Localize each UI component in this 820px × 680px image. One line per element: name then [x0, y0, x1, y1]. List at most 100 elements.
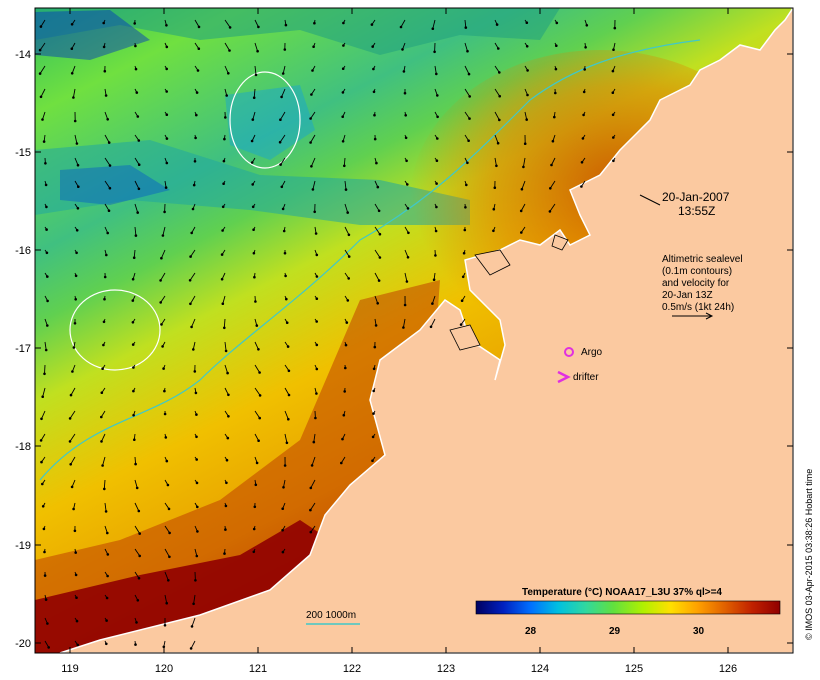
velocity-arrowhead	[131, 343, 135, 346]
velocity-arrowhead	[431, 27, 435, 31]
velocity-arrowhead	[283, 251, 287, 255]
velocity-arrow	[74, 134, 78, 144]
velocity-arrowhead	[498, 94, 502, 98]
velocity-arrowhead	[100, 391, 104, 395]
velocity-arrowhead	[309, 486, 313, 490]
velocity-arrowhead	[103, 275, 107, 279]
velocity-arrowhead	[162, 367, 165, 370]
velocity-arrowhead	[192, 602, 195, 606]
velocity-arrow	[344, 226, 350, 236]
velocity-arrowhead	[403, 303, 407, 307]
velocity-arrowhead	[375, 161, 378, 165]
velocity-arrowhead	[526, 69, 529, 72]
velocity-arrow	[134, 548, 141, 557]
velocity-arrowhead	[378, 256, 382, 259]
velocity-arrowhead	[163, 389, 166, 393]
velocity-arrowhead	[257, 25, 260, 29]
velocity-arrowhead	[103, 487, 106, 491]
velocity-arrowhead	[43, 372, 46, 376]
velocity-arrowhead	[69, 393, 73, 397]
velocity-arrow	[104, 180, 111, 189]
velocity-arrowhead	[343, 390, 347, 393]
velocity-arrow	[103, 479, 106, 489]
velocity-arrowhead	[134, 44, 137, 48]
longitude-tick-label: 123	[437, 663, 455, 675]
velocity-arrowhead	[435, 72, 438, 76]
velocity-arrow	[134, 226, 137, 236]
velocity-arrowhead	[407, 231, 410, 235]
velocity-arrowhead	[76, 163, 80, 167]
velocity-arrow	[549, 180, 556, 189]
velocity-arrowhead	[404, 136, 408, 140]
velocity-arrow	[254, 364, 260, 373]
velocity-arrow	[254, 42, 259, 52]
velocity-arrowhead	[226, 436, 230, 440]
velocity-arrow	[190, 640, 196, 649]
velocity-arrow	[464, 88, 471, 97]
velocity-arrowhead	[195, 481, 199, 485]
velocity-arrow	[310, 134, 316, 143]
velocity-arrowhead	[313, 210, 317, 214]
velocity-arrowhead	[252, 228, 255, 231]
velocity-arrowhead	[77, 185, 80, 188]
velocity-arrowhead	[287, 393, 291, 397]
velocity-arrowhead	[279, 163, 282, 166]
velocity-arrow	[252, 111, 256, 120]
velocity-arrowhead	[195, 413, 198, 416]
velocity-arrowhead	[72, 96, 75, 99]
velocity-arrowhead	[167, 507, 171, 511]
latitude-axis: -14 -15 -16 -17 -18 -19 -20	[15, 49, 793, 650]
velocity-arrowhead	[315, 253, 319, 257]
land-mass	[59, 8, 793, 653]
velocity-arrowhead	[580, 161, 584, 164]
altimetry-note: Altimetric sealevel (0.1m contours) and …	[662, 254, 743, 313]
velocity-arrow	[224, 341, 227, 351]
velocity-arrowhead	[435, 205, 438, 209]
velocity-arrowhead	[41, 482, 44, 486]
drifter-label: drifter	[573, 372, 599, 383]
velocity-arrowhead	[434, 229, 438, 233]
velocity-arrow	[310, 479, 316, 489]
longitude-tick-label: 120	[155, 663, 173, 675]
velocity-arrow	[520, 203, 526, 212]
velocity-arrow	[39, 65, 46, 74]
velocity-arrowhead	[133, 438, 136, 442]
velocity-arrowhead	[138, 554, 141, 558]
velocity-arrowhead	[279, 118, 282, 121]
velocity-arrowhead	[287, 417, 290, 421]
velocity-arrow	[224, 42, 230, 51]
velocity-arrow	[430, 318, 436, 328]
velocity-arrowhead	[405, 159, 408, 163]
velocity-arrowhead	[459, 323, 463, 326]
velocity-arrow	[42, 387, 46, 397]
velocity-arrowhead	[47, 646, 50, 649]
velocity-arrowhead	[436, 115, 439, 119]
velocity-arrowhead	[135, 91, 139, 94]
velocity-arrow	[312, 180, 316, 190]
velocity-arrow	[494, 134, 499, 144]
velocity-arrow	[134, 525, 141, 534]
velocity-arrowhead	[70, 485, 74, 489]
velocity-arrowhead	[462, 251, 466, 255]
velocity-arrowhead	[497, 47, 500, 50]
velocity-arrow	[224, 19, 231, 28]
velocity-arrowhead	[373, 113, 376, 117]
velocity-arrowhead	[137, 139, 141, 142]
velocity-arrowhead	[41, 118, 44, 121]
velocity-arrowhead	[103, 69, 107, 73]
velocity-arrow	[343, 157, 346, 166]
velocity-arrowhead	[44, 598, 48, 601]
velocity-arrowhead	[194, 136, 197, 140]
velocity-arrowhead	[71, 370, 74, 373]
velocity-arrowhead	[309, 141, 312, 144]
velocity-arrowhead	[402, 70, 406, 73]
velocity-arrowhead	[555, 21, 559, 25]
velocity-arrowhead	[193, 160, 197, 163]
velocity-arrowhead	[161, 345, 164, 348]
velocity-arrowhead	[550, 163, 553, 167]
velocity-arrowhead	[163, 210, 166, 214]
velocity-arrowhead	[465, 183, 468, 187]
velocity-arrowhead	[281, 507, 285, 511]
velocity-arrowhead	[106, 574, 109, 578]
velocity-arrowhead	[106, 553, 110, 556]
